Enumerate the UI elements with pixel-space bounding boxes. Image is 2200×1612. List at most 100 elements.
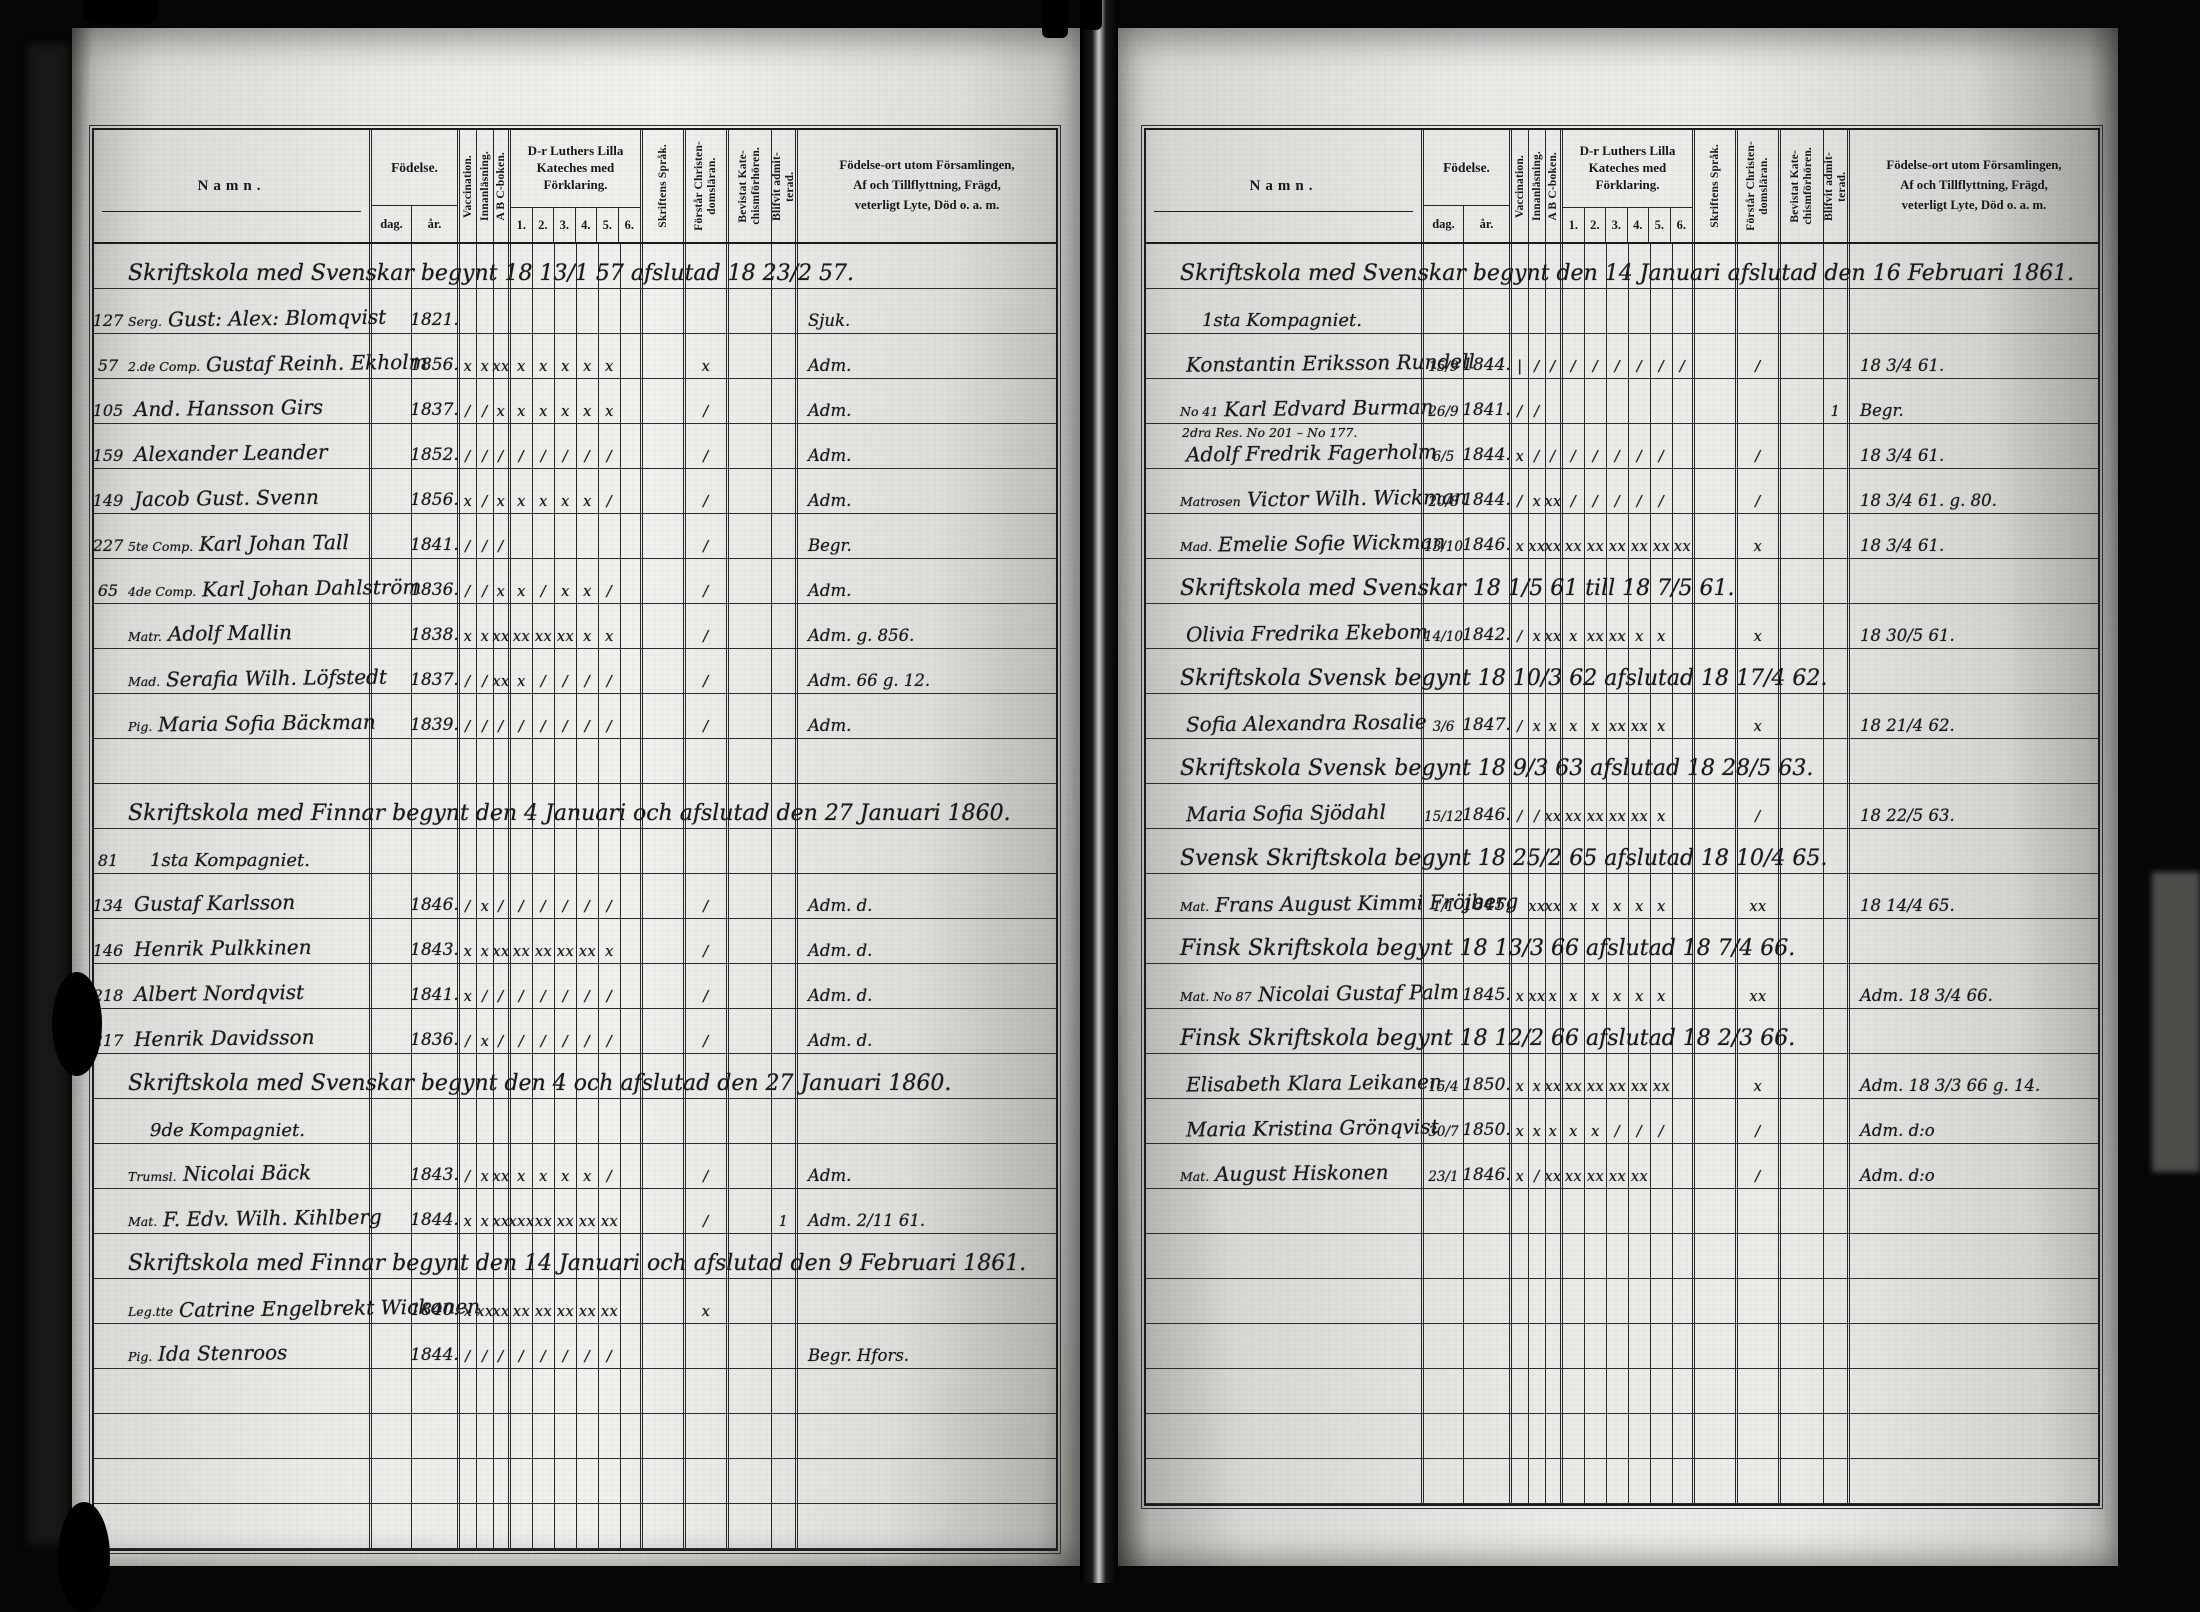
- mark-kateches-4: xx: [1629, 1054, 1651, 1098]
- name-cell: Mat. F. Edv. Wilh. Kihlberg: [122, 1189, 382, 1233]
- row-number: [1146, 739, 1174, 783]
- birth-day: 20/8: [1424, 469, 1464, 513]
- row-number: [1146, 1414, 1174, 1458]
- name-cell: Gustaf Karlsson: [122, 874, 372, 918]
- row-number: 227: [92, 536, 124, 555]
- mark-abc: /: [494, 874, 511, 918]
- name-cell: [1174, 1009, 1424, 1053]
- row-number: [94, 1324, 122, 1368]
- mark-kateches-6: [621, 469, 643, 513]
- birth-day: [372, 289, 412, 333]
- mark-kateches-6: [621, 1369, 643, 1413]
- mark-innanlasning: [1529, 1279, 1546, 1323]
- mark-kateches-5: [599, 514, 621, 558]
- section-script: Skriftskola med Svenskar 18 1/5 61 till …: [1180, 576, 1735, 601]
- mark-kateches-2: [533, 1099, 555, 1143]
- birth-day: [372, 649, 412, 693]
- mark-kateches-2: [1585, 1279, 1607, 1323]
- mark-abc: [1546, 829, 1563, 873]
- mark-innanlasning: x: [1529, 694, 1546, 738]
- mark-innanlasning: [477, 739, 494, 783]
- name-cell: [122, 739, 372, 783]
- mark-kateches-3: xx: [1607, 1054, 1629, 1098]
- mark-kateches-2: xx: [1585, 1054, 1607, 1098]
- row-number: [94, 694, 122, 738]
- mark-kateches-5: [1651, 739, 1673, 783]
- mark-bevistat: [729, 739, 772, 783]
- mark-vaccination: /: [1512, 469, 1529, 513]
- person-name: Victor Wilh. Wickman: [1246, 484, 1467, 512]
- mark-abc: [1546, 1324, 1563, 1368]
- mark-sprak: [643, 1234, 686, 1278]
- mark-sprak: [643, 784, 686, 828]
- mark-blifvit: [1824, 1234, 1850, 1278]
- margin-note: Mat.: [1180, 1169, 1210, 1184]
- name-cell: [1174, 1234, 1424, 1278]
- mark-abc: /: [1546, 334, 1563, 378]
- mark-sprak: [643, 1009, 686, 1053]
- mark-kateches-5: xx: [1651, 1054, 1673, 1098]
- mark-innanlasning: [1529, 739, 1546, 783]
- mark-abc: /: [494, 1324, 511, 1368]
- mark-kateches-1: [1563, 379, 1585, 423]
- birth-day: [372, 244, 412, 288]
- mark-kateches-4: [1629, 1009, 1651, 1053]
- mark-vaccination: [1512, 1414, 1529, 1458]
- mark-sprak: [1695, 1009, 1738, 1053]
- mark-forstar: /: [1738, 1144, 1781, 1188]
- mark-kateches-1: [1563, 559, 1585, 603]
- mark-vaccination: x: [460, 334, 477, 378]
- mark-innanlasning: /: [477, 379, 494, 423]
- mark-forstar: x: [1738, 694, 1781, 738]
- mark-sprak: [643, 964, 686, 1008]
- mark-kateches-6: [1673, 559, 1695, 603]
- mark-kateches-1: x: [511, 1144, 533, 1188]
- register-row: Mad. Serafia Wilh. Löfstedt 1837. / / xx…: [94, 649, 1056, 694]
- mark-kateches-3: [1607, 1459, 1629, 1503]
- mark-abc: xx: [1544, 874, 1563, 918]
- mark-forstar: /: [686, 919, 729, 963]
- mark-kateches-2: xx: [533, 604, 555, 648]
- mark-kateches-1: /: [511, 964, 533, 1008]
- row-number: [1146, 289, 1174, 333]
- mark-innanlasning: x: [477, 874, 494, 918]
- mark-innanlasning: /: [477, 424, 494, 468]
- mark-kateches-3: [1607, 1279, 1629, 1323]
- mark-kateches-4: [1629, 289, 1651, 333]
- person-name: Henrik Pulkkinen: [133, 934, 312, 962]
- mark-kateches-2: [1585, 1189, 1607, 1233]
- mark-innanlasning: /: [477, 1324, 494, 1368]
- person-name: Serafia Wilh. Löfstedt: [166, 664, 388, 692]
- mark-kateches-1: /: [511, 874, 533, 918]
- person-name: Albert Nordqvist: [133, 979, 305, 1007]
- birth-day: [372, 739, 412, 783]
- remark-text: 18 3/4 61. g. 80.: [1860, 491, 1997, 510]
- remark-text: Begr.: [808, 536, 852, 555]
- mark-innanlasning: x: [477, 1009, 494, 1053]
- mark-kateches-6: [621, 784, 643, 828]
- register-row: Mat. No 87 Nicolai Gustaf Palm 1845. x x…: [1146, 964, 2098, 1009]
- mark-innanlasning: xx: [476, 1279, 494, 1323]
- birth-day: 14/10: [1424, 604, 1464, 648]
- kateches-subcol-3: 3.: [554, 208, 576, 242]
- mark-abc: [494, 1414, 511, 1458]
- mark-blifvit: [1824, 694, 1850, 738]
- birth-year: 1841.: [1462, 379, 1512, 423]
- remark-text: Sjuk.: [808, 311, 851, 330]
- name-cell: [122, 1234, 372, 1278]
- mark-kateches-4: /: [577, 1009, 599, 1053]
- mark-kateches-6: [621, 694, 643, 738]
- mark-sprak: [643, 559, 686, 603]
- mark-sprak: [643, 1369, 686, 1413]
- mark-kateches-5: /: [599, 694, 621, 738]
- row-number: [94, 1459, 122, 1503]
- birth-year: [412, 1459, 460, 1503]
- birth-year: [1464, 919, 1512, 963]
- mark-kateches-2: /: [1585, 334, 1607, 378]
- mark-bevistat: [1781, 1369, 1824, 1413]
- mark-bevistat: [729, 604, 772, 648]
- mark-abc: x: [1546, 1099, 1563, 1143]
- mark-abc: x: [1546, 964, 1563, 1008]
- mark-abc: x: [494, 469, 511, 513]
- mark-kateches-3: [555, 784, 577, 828]
